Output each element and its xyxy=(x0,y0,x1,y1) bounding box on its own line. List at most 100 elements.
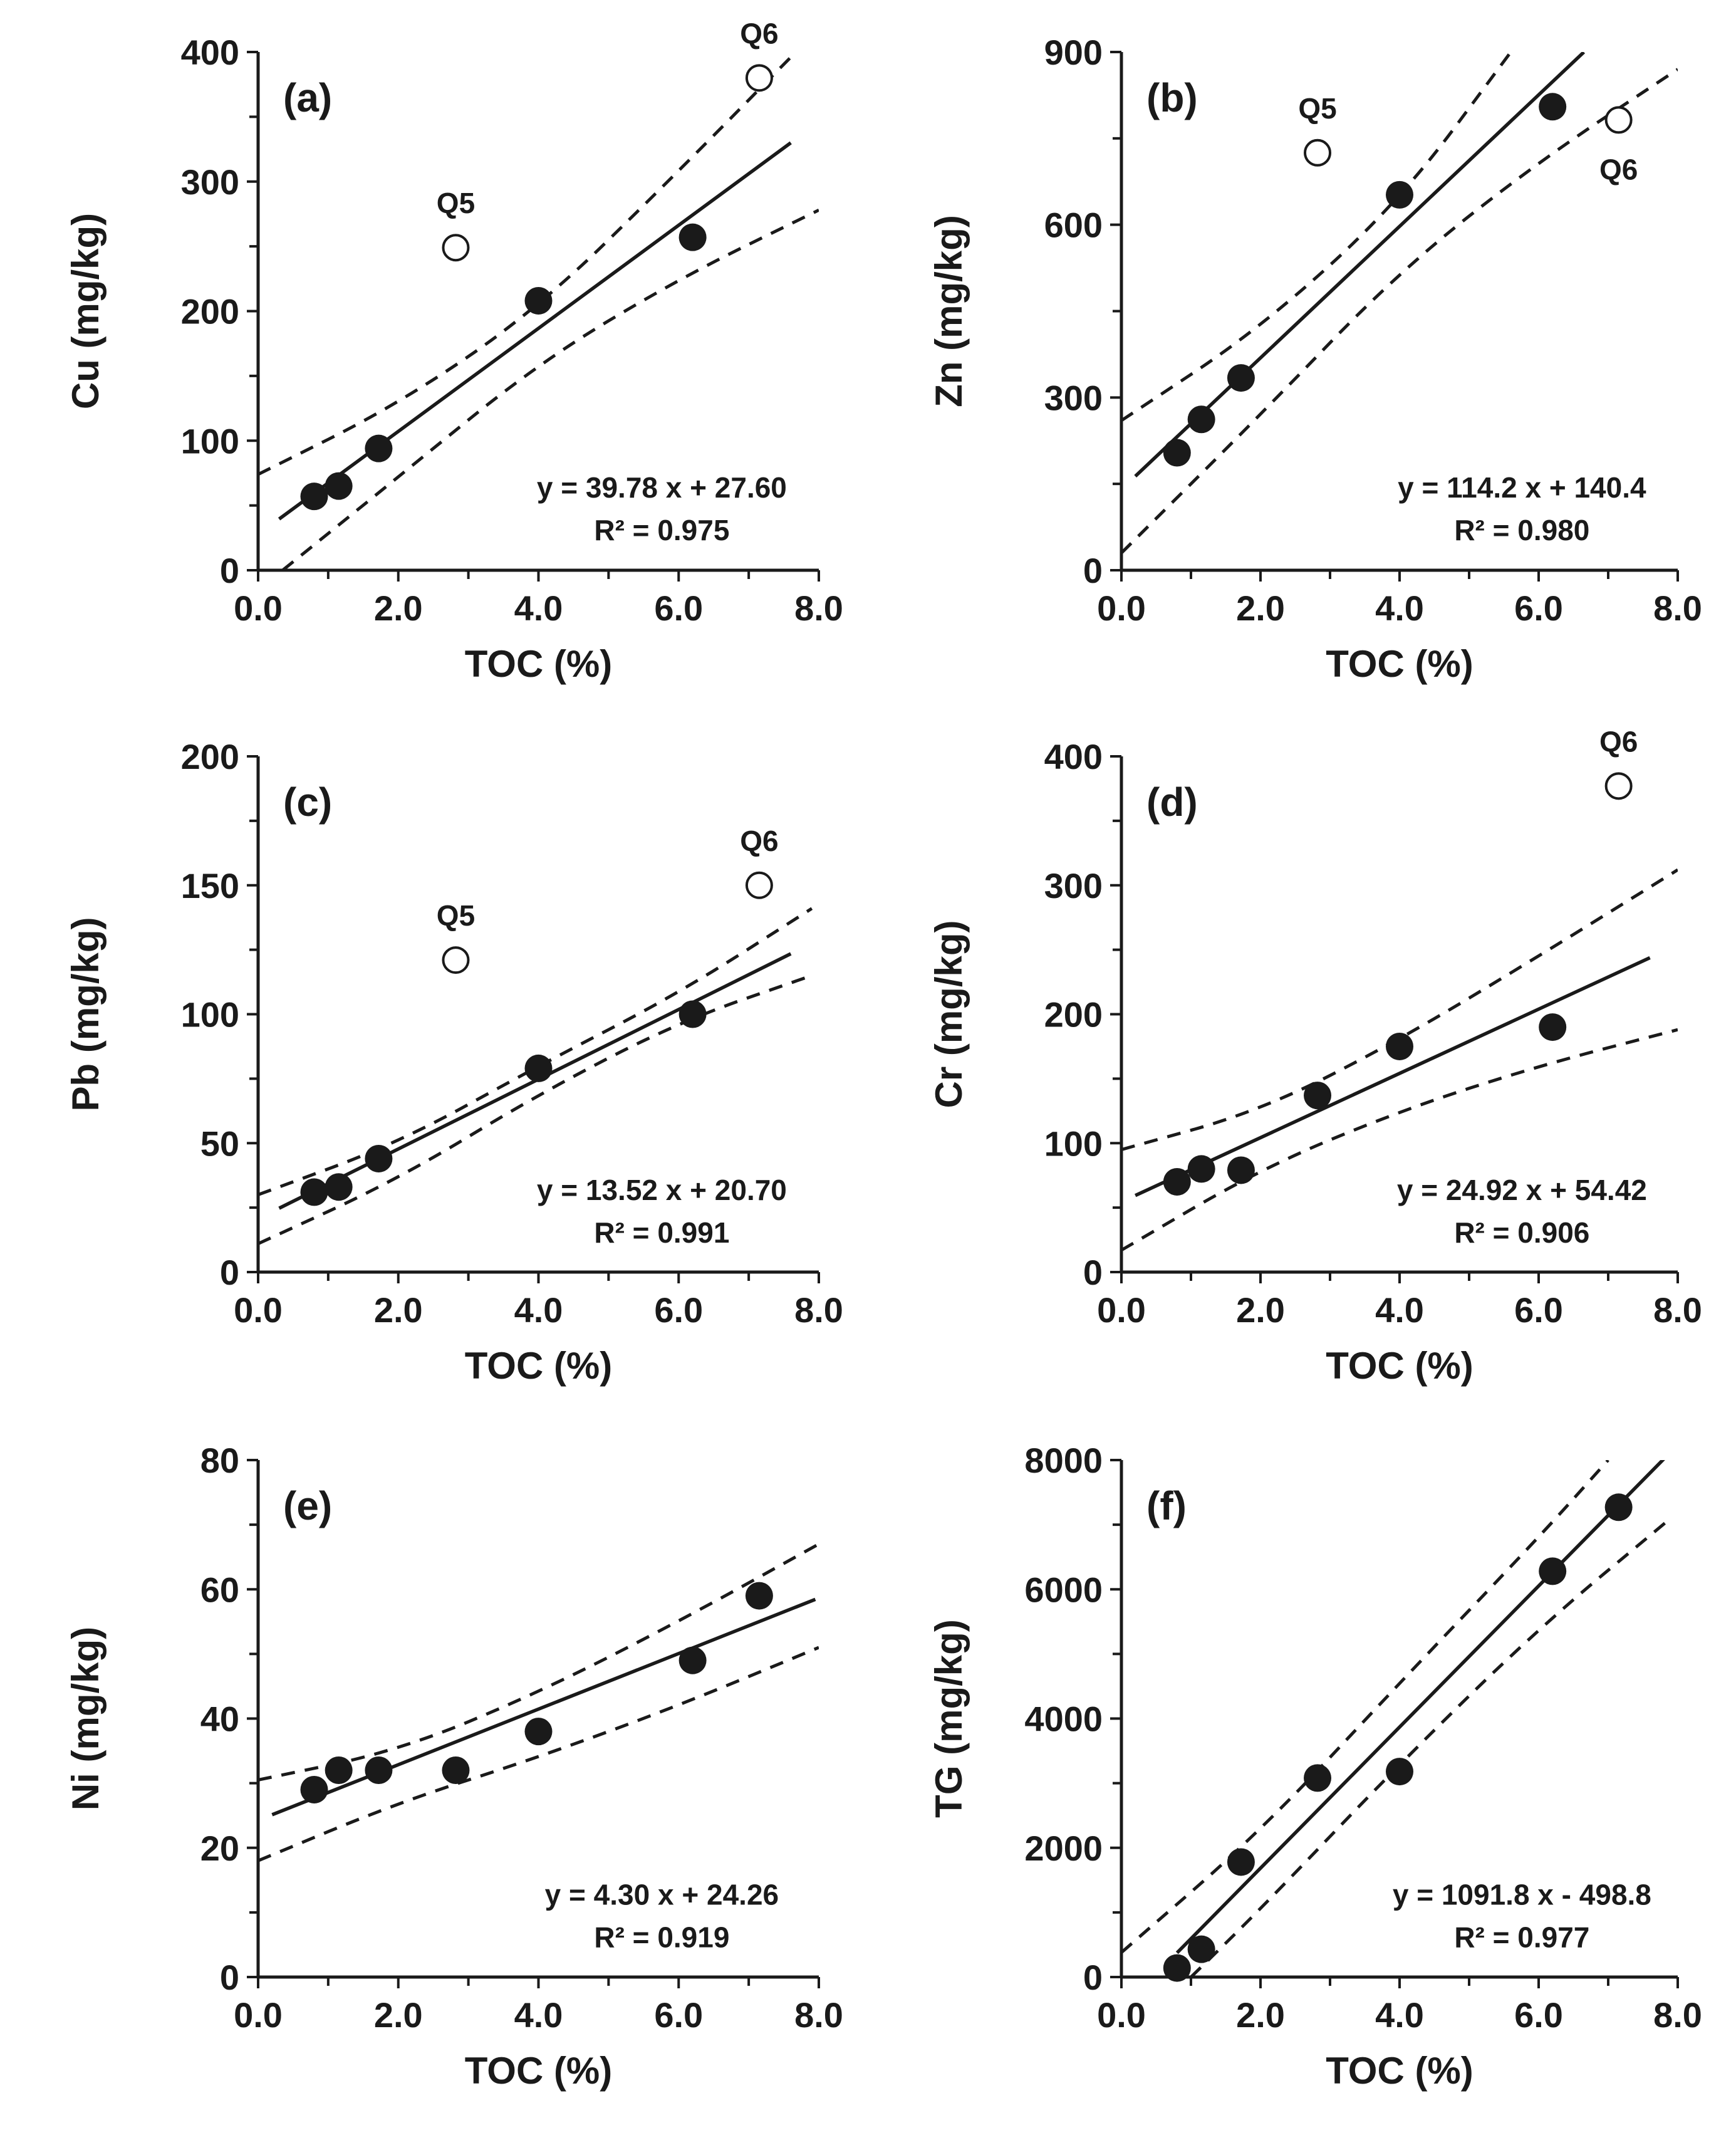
x-tick-label: 2.0 xyxy=(1236,1995,1285,2035)
point-label-q5: Q5 xyxy=(437,899,475,932)
y-tick-label: 50 xyxy=(200,1124,239,1163)
y-axis-title: Zn (mg/kg) xyxy=(928,215,970,407)
regression-equation: y = 13.52 x + 20.70 xyxy=(537,1174,787,1206)
data-point xyxy=(524,286,553,315)
data-point xyxy=(1539,93,1567,121)
y-tick-label: 100 xyxy=(181,421,239,461)
x-axis-title: TOC (%) xyxy=(1326,1345,1474,1387)
y-tick-label: 300 xyxy=(1044,378,1103,417)
confidence-band-upper xyxy=(1121,868,1678,1151)
x-tick-label: 8.0 xyxy=(794,1290,843,1330)
y-axis-title: TG (mg/kg) xyxy=(928,1619,970,1818)
regression-line xyxy=(278,141,792,521)
point-label-q6: Q6 xyxy=(1599,725,1638,758)
plot-area xyxy=(1121,52,1678,555)
data-point xyxy=(1227,364,1255,392)
data-point xyxy=(1227,1156,1255,1184)
data-point xyxy=(524,1718,553,1746)
point-label-q6: Q6 xyxy=(1599,153,1638,185)
x-tick-label: 0.0 xyxy=(1097,1995,1146,2035)
x-tick-label: 2.0 xyxy=(1236,588,1285,628)
confidence-band-upper xyxy=(1121,1460,1609,1954)
y-axis-title: Ni (mg/kg) xyxy=(65,1627,107,1810)
data-point xyxy=(1187,405,1215,434)
plot-area xyxy=(258,56,819,570)
regression-equation: y = 24.92 x + 54.42 xyxy=(1397,1174,1647,1206)
x-tick-label: 8.0 xyxy=(794,1995,843,2035)
data-point xyxy=(365,1144,393,1172)
confidence-band-upper xyxy=(258,907,813,1196)
plot-area xyxy=(258,1542,819,1862)
y-tick-label: 0 xyxy=(220,1958,239,1997)
outlier-point xyxy=(1604,106,1633,134)
x-tick-label: 4.0 xyxy=(514,588,563,628)
data-point xyxy=(1304,1764,1332,1792)
chart-panel-a: 0 100 200 300 400 0.0 2.0 4.0 6.0 8.0 TOC (%) Cu (m… xyxy=(65,17,843,685)
x-tick-label: 0.0 xyxy=(234,1995,283,2035)
x-tick-label: 6.0 xyxy=(654,588,703,628)
chart-panel-c: 0 50 100 150 200 0.0 2.0 4.0 6.0 8.0 TOC (%) Pb (mg… xyxy=(65,737,843,1387)
x-tick-label: 4.0 xyxy=(1375,588,1424,628)
y-tick-label: 300 xyxy=(181,162,239,202)
x-tick-label: 0.0 xyxy=(1097,1290,1146,1330)
y-tick-label: 80 xyxy=(200,1441,239,1480)
r-squared: R² = 0.980 xyxy=(1454,514,1589,546)
x-tick-label: 2.0 xyxy=(374,588,423,628)
data-point xyxy=(1163,1954,1191,1982)
y-tick-label: 40 xyxy=(200,1699,239,1739)
chart-panel-b: 0 300 600 900 0.0 2.0 4.0 6.0 8.0 TOC (%) Zn (mg/k… xyxy=(928,33,1702,685)
data-point xyxy=(300,1775,328,1803)
point-label-q6: Q6 xyxy=(740,17,778,50)
x-axis-title: TOC (%) xyxy=(1326,2050,1474,2092)
outlier-point xyxy=(442,234,470,262)
panel-label: (a) xyxy=(283,75,332,120)
y-tick-label: 200 xyxy=(181,737,239,776)
data-point xyxy=(524,1054,553,1082)
y-tick-label: 0 xyxy=(220,551,239,590)
data-point xyxy=(1539,1557,1567,1585)
outlier-point xyxy=(442,946,470,974)
data-point xyxy=(1386,180,1413,209)
y-tick-label: 400 xyxy=(181,33,239,72)
data-point xyxy=(442,1756,470,1784)
chart-panel-e: 0 20 40 60 80 0.0 2.0 4.0 6.0 8.0 TOC (%) Ni (mg/kg… xyxy=(65,1441,843,2092)
panel-label: (f) xyxy=(1146,1483,1187,1528)
x-tick-label: 6.0 xyxy=(1514,588,1563,628)
r-squared: R² = 0.975 xyxy=(594,514,729,546)
x-axis-title: TOC (%) xyxy=(465,1345,613,1387)
data-point xyxy=(325,1756,353,1784)
regression-line xyxy=(271,1597,816,1817)
x-tick-label: 8.0 xyxy=(794,588,843,628)
panel-label: (c) xyxy=(283,780,332,825)
confidence-band-lower xyxy=(258,974,813,1246)
plot-area xyxy=(1121,868,1678,1252)
panel-label: (d) xyxy=(1146,780,1198,825)
data-point xyxy=(300,483,328,511)
r-squared: R² = 0.906 xyxy=(1454,1216,1589,1249)
y-tick-label: 4000 xyxy=(1024,1699,1103,1739)
y-tick-label: 150 xyxy=(181,866,239,905)
x-tick-label: 8.0 xyxy=(1653,1290,1702,1330)
x-tick-label: 0.0 xyxy=(234,1290,283,1330)
x-tick-label: 6.0 xyxy=(654,1995,703,2035)
plot-area xyxy=(1121,1460,1672,1977)
x-tick-label: 2.0 xyxy=(374,1290,423,1330)
chart-panel-d: 0 100 200 300 400 0.0 2.0 4.0 6.0 8.0 TOC (%) Cr (m… xyxy=(928,725,1702,1387)
x-tick-label: 8.0 xyxy=(1653,1995,1702,2035)
r-squared: R² = 0.977 xyxy=(1454,1921,1589,1954)
y-tick-label: 20 xyxy=(200,1829,239,1868)
point-label-q6: Q6 xyxy=(740,825,778,857)
data-point xyxy=(365,1756,393,1784)
data-point xyxy=(678,1000,707,1028)
data-point xyxy=(325,472,353,500)
panel-label: (e) xyxy=(283,1483,332,1528)
y-tick-label: 0 xyxy=(1083,1958,1103,1997)
confidence-band-upper xyxy=(258,1542,819,1782)
x-tick-label: 6.0 xyxy=(1514,1290,1563,1330)
data-point xyxy=(745,1582,773,1610)
y-tick-label: 0 xyxy=(1083,1253,1103,1292)
point-label-q5: Q5 xyxy=(1298,92,1336,125)
x-tick-label: 2.0 xyxy=(374,1995,423,2035)
y-tick-label: 0 xyxy=(1083,551,1103,590)
panel-label: (b) xyxy=(1146,75,1198,120)
